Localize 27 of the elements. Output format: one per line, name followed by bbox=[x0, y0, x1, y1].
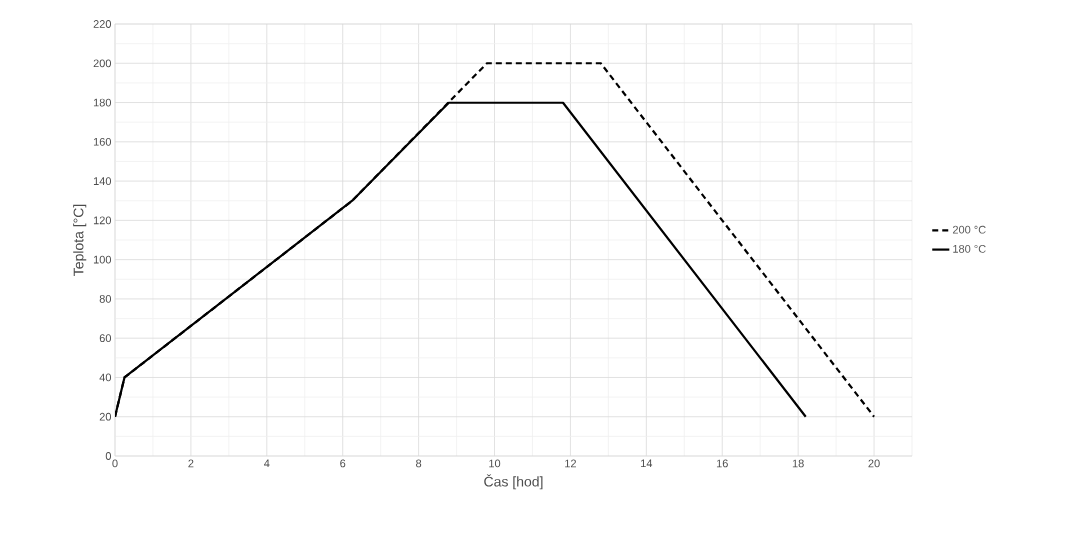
x-axis-title: Čas [hod] bbox=[484, 474, 543, 490]
x-tick-label: 14 bbox=[641, 459, 653, 468]
x-tick-label: 18 bbox=[792, 459, 804, 468]
legend-label: 180 °C bbox=[953, 245, 986, 253]
x-tick-label: 2 bbox=[188, 459, 194, 468]
x-tick-label: 6 bbox=[340, 459, 346, 468]
y-tick-label: 80 bbox=[99, 295, 112, 303]
y-tick-label: 140 bbox=[93, 177, 112, 185]
y-tick-label: 40 bbox=[99, 373, 112, 382]
y-tick-label: 120 bbox=[93, 216, 112, 225]
legend-label: 200 °C bbox=[952, 225, 986, 234]
x-tick-label: 16 bbox=[716, 459, 728, 468]
y-tick-label: 0 bbox=[105, 452, 112, 460]
x-tick-label: 20 bbox=[868, 459, 880, 468]
y-axis-title: Teplota [°C] bbox=[73, 204, 87, 276]
y-tick-label: 100 bbox=[93, 255, 112, 264]
y-tick-label: 60 bbox=[99, 334, 112, 343]
x-tick-label: 4 bbox=[264, 459, 270, 468]
y-tick-label: 180 bbox=[93, 98, 112, 107]
y-tick-label: 20 bbox=[99, 412, 112, 421]
x-tick-label: 8 bbox=[416, 459, 422, 468]
x-tick-label: 0 bbox=[112, 459, 118, 468]
y-tick-label: 160 bbox=[93, 137, 112, 146]
y-tick-label: 220 bbox=[93, 20, 112, 28]
y-tick-label: 200 bbox=[93, 59, 112, 68]
x-tick-label: 10 bbox=[489, 459, 501, 468]
x-tick-label: 12 bbox=[565, 459, 576, 468]
